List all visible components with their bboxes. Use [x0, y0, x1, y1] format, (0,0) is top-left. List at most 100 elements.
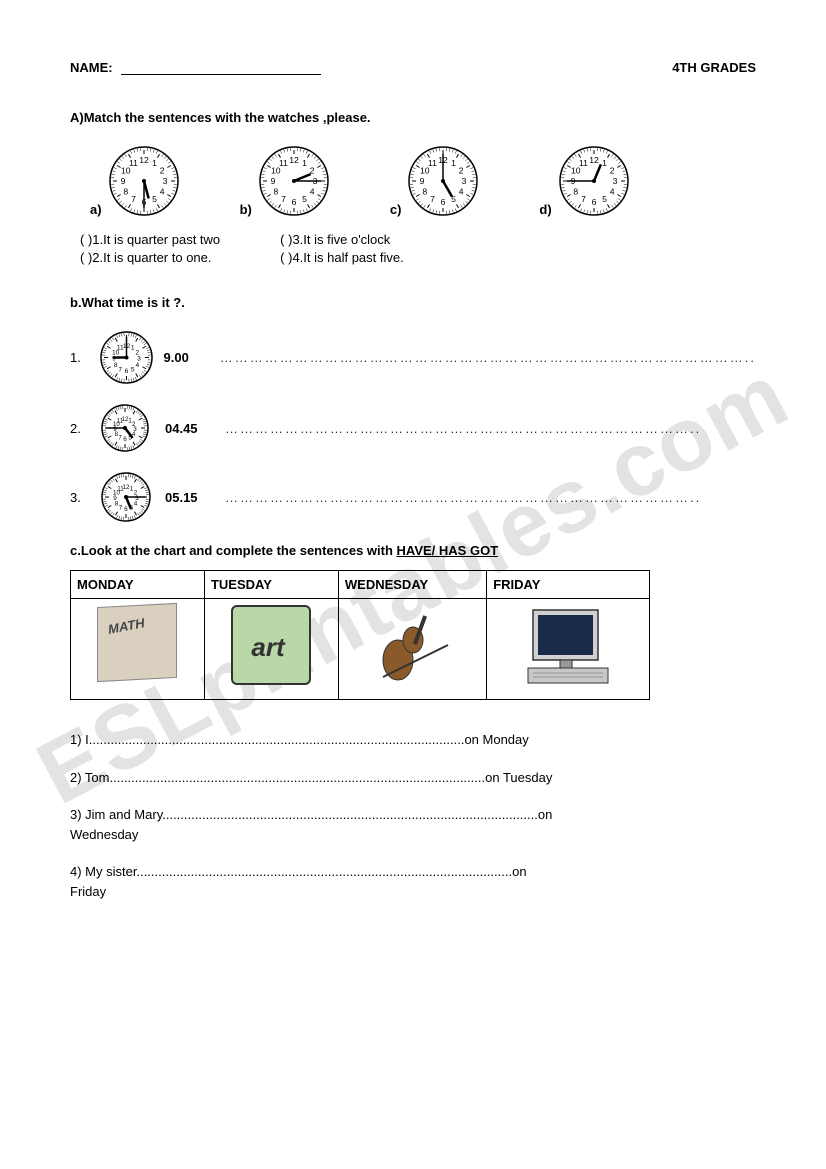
svg-text:11: 11	[579, 158, 588, 168]
fill-suffix-4: on	[512, 864, 526, 879]
clock-face-b: 123456789101112	[258, 145, 330, 217]
section-a-title: A)Match the sentences with the watches ,…	[70, 110, 756, 125]
clock-item-b: b) 123456789101112	[240, 145, 330, 217]
fill-dots-2: ........................................…	[110, 770, 486, 785]
clock-item-d: d) 123456789101112	[539, 145, 629, 217]
fill-prefix-1: 1) I	[70, 732, 89, 747]
svg-text:4: 4	[310, 187, 315, 197]
cell-computer	[487, 599, 650, 700]
name-label: NAME:	[70, 60, 113, 75]
fill-dots-1: ........................................…	[89, 732, 465, 747]
answer-line-2[interactable]: …………………………………………………………………………………..	[225, 421, 701, 436]
section-c-title: c.Look at the chart and complete the sen…	[70, 543, 756, 558]
math-book-icon	[97, 603, 177, 682]
svg-text:9: 9	[120, 176, 125, 186]
time-num-1: 1.	[70, 350, 89, 365]
svg-text:6: 6	[291, 197, 296, 207]
svg-text:1: 1	[602, 158, 607, 168]
answer-line-3[interactable]: …………………………………………………………………………………..	[225, 490, 701, 505]
fill-suffix-3: on	[538, 807, 552, 822]
match-col-left: ( )1.It is quarter past two ( )2.It is q…	[80, 232, 220, 265]
cell-art	[204, 599, 338, 700]
fill-line-2[interactable]: 2) Tom..................................…	[70, 768, 756, 788]
fill-suffix2-3: Wednesday	[70, 827, 138, 842]
fill-suffix-2: on Tuesday	[485, 770, 552, 785]
clocks-row: a) 123456789101112 b) 123456789101112 c)…	[70, 145, 756, 217]
day-header-wed: WEDNESDAY	[338, 571, 486, 599]
svg-text:7: 7	[119, 505, 123, 512]
cell-math	[71, 599, 205, 700]
computer-icon	[518, 605, 618, 690]
svg-text:8: 8	[573, 187, 578, 197]
clock-label-d: d)	[539, 202, 551, 217]
svg-text:8: 8	[273, 187, 278, 197]
section-c-underlined: HAVE/ HAS GOT	[397, 543, 499, 558]
svg-text:12: 12	[589, 155, 599, 165]
svg-text:7: 7	[581, 194, 586, 204]
svg-text:11: 11	[428, 158, 437, 168]
time-digital-3: 05.15	[165, 490, 215, 505]
svg-text:3: 3	[462, 176, 467, 186]
time-row-1: 1. 123456789101112 9.00 ……………………………………………	[70, 330, 756, 385]
svg-text:5: 5	[130, 366, 134, 373]
svg-text:4: 4	[135, 362, 139, 369]
fill-line-4[interactable]: 4) My sister............................…	[70, 862, 756, 901]
svg-text:5: 5	[602, 194, 607, 204]
name-input-line[interactable]	[121, 61, 321, 75]
grade-label: 4TH GRADES	[672, 60, 756, 75]
svg-text:7: 7	[118, 366, 122, 373]
section-b-title: b.What time is it ?.	[70, 295, 756, 310]
time-clock-2: 123456789101112	[100, 403, 155, 453]
answer-2[interactable]: ( )2.It is quarter to one.	[80, 250, 220, 265]
svg-text:9: 9	[420, 176, 425, 186]
answer-3[interactable]: ( )3.It is five o'clock	[280, 232, 404, 247]
answer-line-1[interactable]: ……………………………………………………………………………………………..	[220, 350, 756, 365]
svg-text:4: 4	[134, 501, 138, 508]
svg-text:6: 6	[124, 506, 128, 513]
fill-line-1[interactable]: 1) I....................................…	[70, 730, 756, 750]
svg-text:6: 6	[124, 368, 128, 375]
fill-dots-4: ........................................…	[136, 864, 512, 879]
day-header-fri: FRIDAY	[487, 571, 650, 599]
svg-text:7: 7	[431, 194, 436, 204]
fill-prefix-2: 2) Tom	[70, 770, 110, 785]
art-icon	[231, 605, 311, 685]
fill-suffix2-4: Friday	[70, 884, 106, 899]
fill-dots-3: ........................................…	[162, 807, 538, 822]
svg-text:7: 7	[281, 194, 286, 204]
time-num-2: 2.	[70, 421, 90, 436]
svg-text:4: 4	[459, 187, 464, 197]
svg-text:1: 1	[130, 345, 134, 352]
time-digital-2: 04.45	[165, 421, 215, 436]
day-header-mon: MONDAY	[71, 571, 205, 599]
clock-label-a: a)	[90, 202, 102, 217]
day-header-tue: TUESDAY	[204, 571, 338, 599]
subjects-table: MONDAY TUESDAY WEDNESDAY FRIDAY	[70, 570, 650, 700]
svg-text:12: 12	[139, 155, 149, 165]
match-col-right: ( )3.It is five o'clock ( )4.It is half …	[280, 232, 404, 265]
svg-text:4: 4	[609, 187, 614, 197]
svg-text:5: 5	[152, 194, 157, 204]
svg-text:3: 3	[612, 176, 617, 186]
cell-violin	[338, 599, 486, 700]
time-digital-1: 9.00	[164, 350, 210, 365]
svg-text:12: 12	[122, 417, 129, 423]
svg-text:1: 1	[452, 158, 457, 168]
violin-icon	[368, 605, 458, 685]
svg-text:7: 7	[131, 194, 136, 204]
svg-text:2: 2	[459, 166, 464, 176]
svg-text:12: 12	[289, 155, 299, 165]
svg-text:1: 1	[302, 158, 307, 168]
svg-text:5: 5	[302, 194, 307, 204]
clock-face-a: 123456789101112	[108, 145, 180, 217]
clock-label-c: c)	[390, 202, 402, 217]
answer-4[interactable]: ( )4.It is half past five.	[280, 250, 404, 265]
clock-face-d: 123456789101112	[558, 145, 630, 217]
answer-1[interactable]: ( )1.It is quarter past two	[80, 232, 220, 247]
clock-face-c: 123456789101112	[407, 145, 479, 217]
svg-text:12: 12	[123, 484, 130, 491]
time-clock-3: 123456789101112	[100, 471, 155, 523]
svg-text:6: 6	[441, 197, 446, 207]
fill-line-3[interactable]: 3) Jim and Mary.........................…	[70, 805, 756, 844]
section-c-prefix: c.Look at the chart and complete the sen…	[70, 543, 397, 558]
